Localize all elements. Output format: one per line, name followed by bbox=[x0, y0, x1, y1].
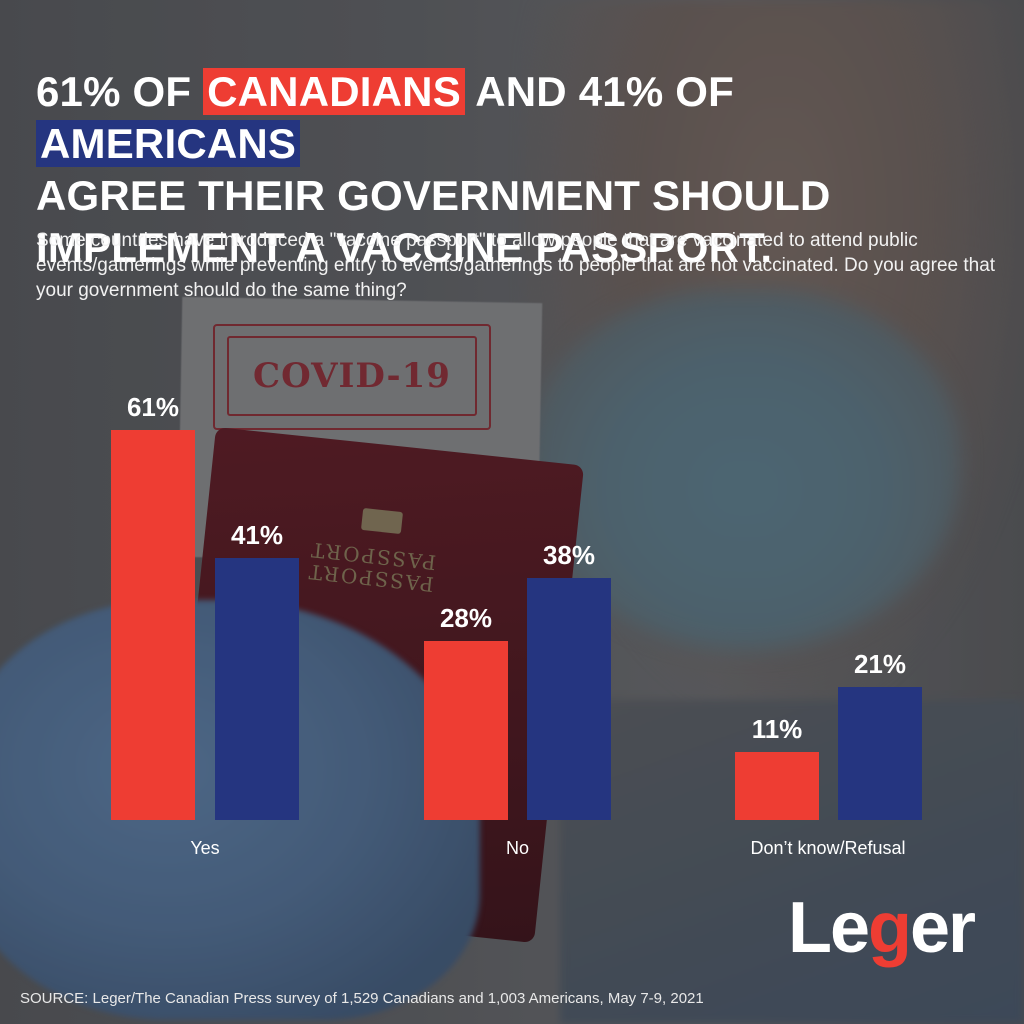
leger-logo: Leger bbox=[788, 888, 976, 968]
survey-question: Some countries have introduced a "vaccin… bbox=[36, 230, 996, 301]
source-note: SOURCE: Leger/The Canadian Press survey … bbox=[20, 990, 704, 1007]
highlight-americans: AMERICANS bbox=[36, 120, 301, 167]
page-title: 61% OF CANADIANS AND 41% OF AMERICANS AG… bbox=[36, 68, 831, 271]
highlight-canadians: CANADIANS bbox=[203, 68, 465, 115]
covid-stamp: COVID-19 bbox=[227, 336, 477, 416]
